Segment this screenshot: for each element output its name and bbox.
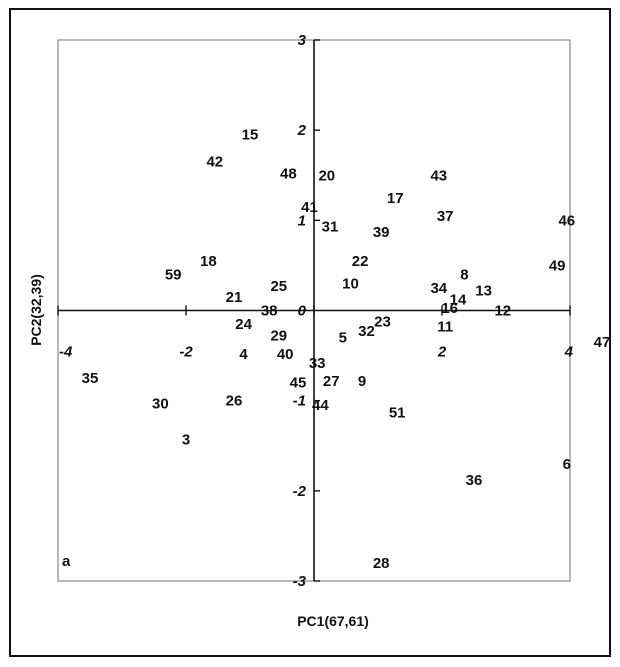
data-point-label: 29: [270, 328, 287, 345]
data-point-label: 20: [318, 167, 335, 184]
y-tick-label: 1: [298, 212, 306, 229]
x-tick-label: -2: [179, 344, 193, 361]
y-axis-title: PC2(32,39): [28, 274, 44, 346]
data-point-label: 43: [430, 167, 447, 184]
data-point-label: 21: [226, 289, 243, 306]
data-point-label: 6: [563, 456, 571, 473]
x-tick-label: -4: [59, 344, 73, 361]
y-tick-label: -2: [293, 483, 307, 500]
data-point-label: 9: [358, 373, 366, 390]
data-point-label: 12: [494, 303, 511, 320]
data-point-label: 41: [301, 199, 318, 216]
data-point-label: 27: [323, 373, 340, 390]
data-point-label: 38: [261, 303, 278, 320]
data-point-label: 28: [373, 555, 390, 572]
data-point-label: 15: [242, 127, 259, 144]
data-point-label: 10: [342, 275, 359, 292]
data-point-label: 4: [239, 346, 248, 363]
outer-frame: [9, 8, 611, 657]
data-point-label: 44: [312, 397, 329, 414]
data-point-label: 22: [352, 253, 369, 270]
data-point-label: 36: [466, 472, 483, 489]
data-point-label: 32: [358, 323, 375, 340]
x-axis-title: PC1(67,61): [297, 613, 369, 629]
data-point-label: 59: [165, 266, 182, 283]
data-point-label: 31: [322, 219, 339, 236]
data-point-label: 39: [373, 224, 390, 241]
data-point-label: 18: [200, 253, 217, 270]
x-tick-label: 4: [564, 344, 574, 361]
data-point-label: 23: [374, 313, 391, 330]
data-point-label: 40: [277, 346, 294, 363]
y-tick-label: 2: [297, 122, 307, 139]
data-point-label: 49: [549, 257, 566, 274]
data-point-label: 33: [309, 355, 326, 372]
data-point-label: 26: [226, 393, 243, 410]
data-point-label: 17: [387, 190, 404, 207]
y-tick-label: -3: [293, 573, 307, 590]
data-point-label: 51: [389, 404, 406, 421]
y-tick-label: 0: [298, 303, 307, 320]
y-tick-label: 3: [298, 32, 307, 49]
data-point-label: 35: [82, 370, 99, 387]
data-point-label: 13: [475, 283, 492, 300]
data-point-label: 48: [280, 165, 297, 182]
x-tick-label: 2: [437, 344, 447, 361]
data-point-label: 47: [594, 334, 611, 351]
data-point-label: 37: [437, 208, 454, 225]
data-point-label: 11: [437, 319, 453, 336]
data-point-label: 42: [206, 154, 223, 171]
data-point-label: 5: [339, 330, 347, 347]
data-point-label: 34: [430, 280, 447, 297]
data-point-label: 24: [235, 316, 252, 333]
panel-label: a: [62, 553, 71, 570]
y-tick-label: -1: [293, 393, 306, 410]
data-point-label: 45: [290, 375, 307, 392]
data-point-label: 8: [460, 266, 468, 283]
data-point-label: 16: [441, 300, 458, 317]
data-point-label: 3: [182, 431, 190, 448]
data-point-label: 25: [270, 278, 287, 295]
data-point-label: 46: [558, 212, 575, 229]
data-point-label: 30: [152, 395, 169, 412]
data-point-label: 14: [450, 292, 467, 309]
